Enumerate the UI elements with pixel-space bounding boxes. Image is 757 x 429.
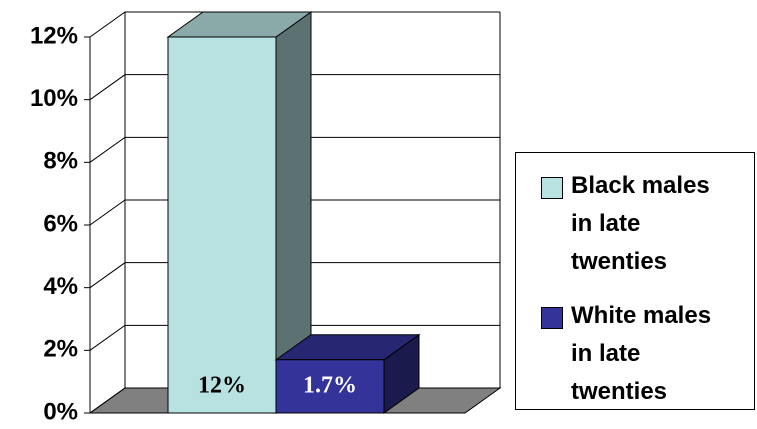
value-label: 12%	[198, 373, 246, 399]
bar	[167, 36, 277, 414]
grid-line	[89, 262, 500, 289]
legend-label: Black males in late twenties	[571, 172, 710, 275]
legend-swatch	[541, 307, 563, 329]
grid-line	[89, 199, 500, 226]
bar	[275, 359, 385, 414]
y-tick-label: 6%	[43, 210, 78, 237]
legend: Black males in late twenties White males…	[515, 152, 755, 410]
y-tick-label: 12%	[30, 22, 78, 49]
y-tick-label: 10%	[30, 85, 78, 112]
grid-line	[89, 74, 500, 101]
y-tick-label: 0%	[43, 398, 78, 425]
y-tick-label: 8%	[43, 148, 78, 175]
y-tick-label: 2%	[43, 336, 78, 363]
value-label: 1.7%	[303, 373, 357, 399]
grid-line	[89, 324, 500, 351]
grid-line	[89, 11, 500, 38]
legend-label: White males in late twenties	[571, 302, 712, 405]
grid-line	[89, 136, 500, 163]
legend-item: Black males in late twenties	[541, 167, 721, 281]
legend-swatch	[541, 177, 563, 199]
legend-item: White males in late twenties	[541, 297, 721, 411]
y-tick-label: 4%	[43, 273, 78, 300]
